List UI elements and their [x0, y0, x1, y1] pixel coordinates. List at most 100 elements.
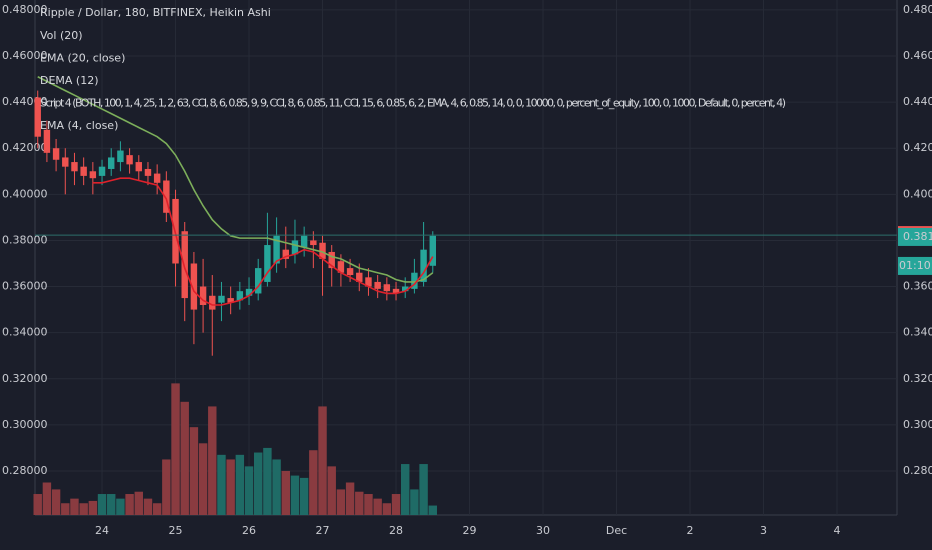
candle-body [273, 235, 280, 264]
chart-title: Ripple / Dollar, 180, BITFINEX, Heikin A… [40, 6, 271, 19]
candle-body [365, 277, 372, 287]
volume-bar [391, 494, 401, 515]
candle-body [80, 166, 87, 176]
volume-bar [61, 503, 70, 515]
countdown-tag [898, 256, 932, 275]
x-tick-label: 26 [242, 524, 256, 537]
volume-bar [88, 500, 98, 515]
candle-body [383, 284, 391, 292]
volume-bar [410, 489, 419, 515]
candle-body [291, 240, 299, 255]
candle-body [245, 288, 253, 296]
volume-bar [336, 489, 346, 515]
x-tick-label: 25 [169, 524, 183, 537]
volume-bar [198, 443, 208, 515]
candle-body [62, 157, 69, 167]
y-tick-label-left: 0.32000 [2, 372, 48, 385]
candle-body [190, 263, 198, 310]
volume-bar [171, 383, 180, 515]
candle-body [300, 235, 308, 248]
candle-body [34, 97, 41, 137]
y-tick-label-left: 0.48000 [2, 3, 48, 16]
price-tag [898, 227, 932, 246]
candle-body [163, 180, 170, 213]
candle-body [135, 162, 142, 172]
volume-bar [116, 498, 125, 515]
y-tick-label: 0.40000 [903, 187, 932, 200]
candle-body [429, 235, 436, 266]
y-tick-label-left: 0.38000 [2, 233, 48, 246]
candle-body [319, 242, 326, 259]
volume-bar [309, 450, 318, 515]
volume-bar [419, 464, 428, 515]
candle-body [346, 268, 354, 276]
volume-bar [299, 477, 309, 515]
volume-bar [263, 447, 272, 515]
indicator-line [37, 76, 434, 283]
volume-bar [217, 454, 226, 515]
volume-bar [382, 503, 392, 515]
y-tick-label-left: 0.42000 [2, 141, 48, 154]
price-tag-label: 0.38152 [903, 230, 932, 243]
candle-body [43, 129, 51, 153]
volume-bar [281, 470, 290, 515]
y-tick-label-left: 0.30000 [2, 418, 48, 431]
indicator-label: Script 4 (BOTH, 100, 1, 4, 25, 1, 2, 63,… [40, 97, 786, 110]
y-tick-label-left: 0.34000 [2, 326, 48, 339]
y-tick-label: 0.30000 [903, 418, 932, 431]
volume-bar [180, 401, 189, 515]
x-tick-label: 30 [536, 524, 550, 537]
candle-body [236, 291, 244, 301]
candle-body [420, 249, 427, 282]
candle-body [199, 286, 207, 305]
candle-body [310, 240, 317, 246]
volume-bar [364, 494, 373, 515]
candle-body [402, 286, 409, 292]
volume-bar [51, 489, 61, 515]
indicator-label: DEMA (12) [40, 74, 99, 87]
volume-bar [244, 466, 254, 515]
y-tick-label: 0.28000 [903, 464, 932, 477]
candle-body [227, 298, 234, 303]
candle-body [108, 157, 115, 169]
volume-bar [143, 498, 153, 515]
x-tick-label: 24 [95, 524, 109, 537]
candle-body [218, 295, 225, 303]
volume-bar [290, 475, 300, 515]
candle-body [328, 251, 335, 269]
candle-body [264, 245, 271, 282]
indicator-label: Vol (20) [40, 29, 83, 42]
volume-bar [327, 466, 336, 515]
candle-body [144, 168, 152, 176]
volume-bar [235, 454, 245, 515]
volume-bar [401, 464, 410, 515]
y-tick-label: 0.34000 [903, 326, 932, 339]
volume-bar [97, 494, 107, 515]
volume-bar [42, 482, 52, 515]
candle-body [98, 166, 106, 176]
volume-bar [226, 459, 235, 515]
y-tick-label: 0.32000 [903, 372, 932, 385]
volume-bar [254, 452, 263, 515]
candle-body [374, 281, 381, 289]
candle-body [89, 171, 97, 179]
y-tick-label: 0.42000 [903, 141, 932, 154]
y-tick-label-left: 0.46000 [2, 49, 48, 62]
y-tick-label-left: 0.40000 [2, 187, 48, 200]
y-tick-label: 0.46000 [903, 49, 932, 62]
y-tick-label: 0.48000 [903, 3, 932, 16]
x-tick-label: 28 [389, 524, 403, 537]
candle-body [255, 268, 262, 294]
countdown-label: 01:10:11 [899, 259, 932, 272]
volume-bar [272, 459, 281, 515]
volume-bar [428, 505, 437, 515]
candle-body [411, 272, 418, 289]
volume-bar [33, 494, 42, 515]
volume-bar [355, 491, 364, 515]
volume-bar [125, 494, 134, 515]
candle-body [52, 148, 60, 160]
y-tick-label-left: 0.28000 [2, 464, 48, 477]
candle-body [392, 288, 400, 294]
volume-bar [208, 406, 217, 515]
grid: 0.28000 0.28000 0.30000 0.30000 0.32000 0.320… [2, 0, 932, 537]
